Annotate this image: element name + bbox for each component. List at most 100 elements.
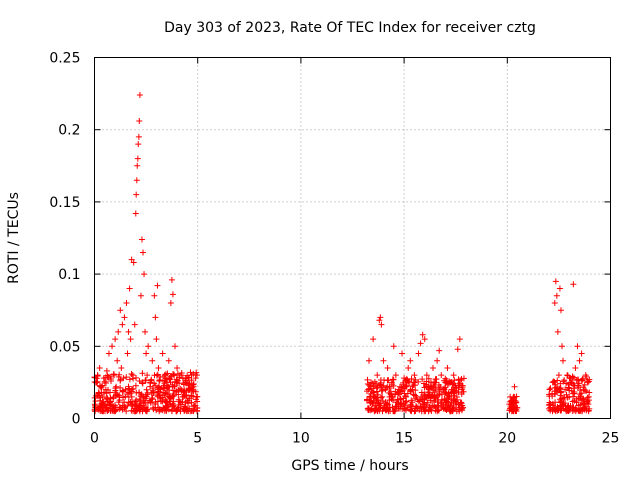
data-point [152,314,159,321]
data-point [425,375,432,382]
data-point [549,408,556,415]
data-point [440,386,447,393]
data-point [143,404,150,411]
data-point [564,372,571,379]
data-point [99,407,106,414]
data-point [403,398,410,405]
data-point [106,389,113,396]
data-point [578,377,585,384]
data-point [109,343,116,350]
data-point [399,387,406,394]
data-point [94,392,101,399]
data-point [448,386,455,393]
data-point [381,402,388,409]
data-point [105,407,112,414]
data-point [123,408,130,415]
data-point [456,404,463,411]
data-point [152,399,159,406]
data-point [558,407,565,414]
data-point [558,343,565,350]
data-point [119,321,126,328]
data-point [188,399,195,406]
data-point [97,403,104,410]
data-point [174,364,181,371]
data-point [450,372,457,379]
data-point [458,386,465,393]
data-point [188,392,195,399]
data-point [124,350,131,357]
data-point [127,336,134,343]
data-point [191,406,198,413]
data-point [427,406,434,413]
data-point [416,397,423,404]
data-point [157,386,164,393]
data-point [140,249,147,256]
y-axis-label: ROTI / TECUs [6,192,22,284]
data-point [456,336,463,343]
data-point [186,386,193,393]
x-tick-label: 20 [498,431,516,447]
data-point [575,395,582,402]
data-point [182,379,189,386]
data-point [405,364,412,371]
data-point [154,282,161,289]
data-point [145,343,152,350]
data-point [546,386,553,393]
data-point [400,381,407,388]
data-point [554,328,561,335]
data-point [585,393,592,400]
data-point [422,406,429,413]
data-point [147,379,154,386]
data-point [133,374,140,381]
data-point [129,372,136,379]
data-point [560,357,567,364]
data-point [576,391,583,398]
data-point [128,370,135,377]
data-point [566,393,573,400]
data-point [92,398,99,405]
data-point [155,364,162,371]
data-point [166,387,173,394]
data-point [188,372,195,379]
data-point [182,379,189,386]
data-point [156,376,163,383]
data-point [120,394,127,401]
data-point [407,407,414,414]
data-point [423,381,430,388]
data-point [136,92,143,99]
data-point [417,403,424,410]
data-point [112,389,119,396]
data-point [126,376,133,383]
data-point [122,386,129,393]
data-point [409,399,416,406]
data-point [452,398,459,405]
data-point [400,401,407,408]
data-point [427,394,434,401]
data-point [167,373,174,380]
data-point [139,408,146,415]
data-point [581,406,588,413]
data-point [156,406,163,413]
data-point [150,404,157,411]
data-point [370,389,377,396]
data-point [434,406,441,413]
data-point [140,394,147,401]
data-point [367,393,374,400]
data-point [149,395,156,402]
data-point [584,379,591,386]
data-point [113,406,120,413]
data-point [372,393,379,400]
data-point [162,371,169,378]
y-tick-label: 0.15 [49,195,80,211]
data-point [134,162,141,169]
data-point [386,393,393,400]
data-point [407,357,414,364]
data-point [577,401,584,408]
data-point [193,369,200,376]
y-tick-label: 0.2 [58,123,80,139]
data-point [102,379,109,386]
data-point [442,379,449,386]
data-point [160,384,167,391]
x-tick-label: 25 [602,431,620,447]
